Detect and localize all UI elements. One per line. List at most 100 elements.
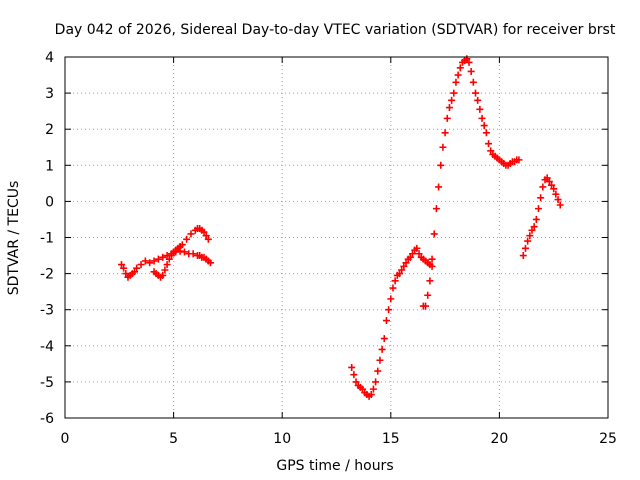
data-point [439,143,447,151]
data-point [430,230,438,238]
data-point [554,196,562,204]
y-tick-label: -1 [40,231,54,247]
data-point [378,345,386,353]
data-point [207,259,215,267]
y-tick-label: 0 [45,194,54,210]
data-point [524,237,532,245]
data-point [167,252,175,260]
data-point [165,255,173,263]
data-point [469,78,477,86]
grid-lines [65,57,608,418]
plot-frame [64,56,609,419]
data-point [428,255,436,263]
y-tick-label: -5 [40,375,54,391]
data-point [159,271,167,279]
data-point [474,96,482,104]
y-tick-label: 2 [45,122,54,138]
data-point [422,302,430,310]
data-point [428,262,436,270]
data-point [452,78,460,86]
y-tick-label: -6 [40,411,54,427]
data-point [528,226,536,234]
data-point [159,253,167,261]
data-point [348,363,356,371]
y-tick-label: -2 [40,267,54,283]
data-point [350,371,358,379]
data-point [539,183,547,191]
data-point [146,259,154,267]
data-point [521,244,529,252]
data-point [133,264,141,272]
y-tick-label: -3 [40,303,54,319]
data-point [441,129,449,137]
data-point [465,58,473,66]
data-point [359,385,367,393]
data-point [120,264,128,272]
data-point [141,257,149,265]
data-point [552,190,560,198]
data-series [117,55,564,400]
data-point [467,67,475,75]
data-point [369,385,377,393]
y-tick-label: 1 [45,158,54,174]
data-point [183,235,191,243]
y-tick-label: -4 [40,339,54,355]
chart-title: Day 042 of 2026, Sidereal Day-to-day VTE… [55,22,616,38]
data-point [448,96,456,104]
data-point [400,262,408,270]
x-tick-label: 25 [599,431,617,447]
data-point [413,244,421,252]
x-tick-label: 0 [61,431,70,447]
data-point [367,391,375,399]
data-point [178,241,186,249]
data-point [537,194,545,202]
data-point [161,266,169,274]
data-point [482,129,490,137]
data-point [163,261,171,269]
y-tick-label: 4 [45,50,54,66]
data-point [545,178,553,186]
data-point [432,205,440,213]
data-point [382,317,390,325]
data-point [398,266,406,274]
y-tick-label: 3 [45,86,54,102]
x-tick-label: 10 [273,431,291,447]
data-point [437,161,445,169]
data-point [476,105,484,113]
data-point [456,64,464,72]
x-tick-label: 15 [382,431,400,447]
data-point [204,235,212,243]
data-point [532,215,540,223]
data-point [387,295,395,303]
data-point [380,335,388,343]
data-point [519,252,527,260]
data-point [472,89,480,97]
x-tick-label: 20 [490,431,508,447]
data-point [389,284,397,292]
data-point [187,230,195,238]
data-point [402,259,410,267]
data-point [395,270,403,278]
data-point [154,255,162,263]
data-point [550,185,558,193]
data-point [487,147,495,155]
data-point [180,248,188,256]
x-tick-label: 5 [169,431,178,447]
data-point [463,55,471,63]
data-point [376,356,384,364]
data-point [526,232,534,240]
data-point [424,291,432,299]
data-point [150,257,158,265]
data-point [485,140,493,148]
data-point [534,205,542,213]
data-point [480,122,488,130]
data-point [131,268,139,276]
data-point [454,71,462,79]
data-point [556,201,564,209]
data-point [443,114,451,122]
data-point [200,228,208,236]
axis-ticks: 0 5 10 15 20 25 -6 -5 -4 -3 -2 -1 0 1 2 3 4 [40,50,617,447]
data-point [352,378,360,386]
data-point [202,232,210,240]
data-point [391,277,399,285]
